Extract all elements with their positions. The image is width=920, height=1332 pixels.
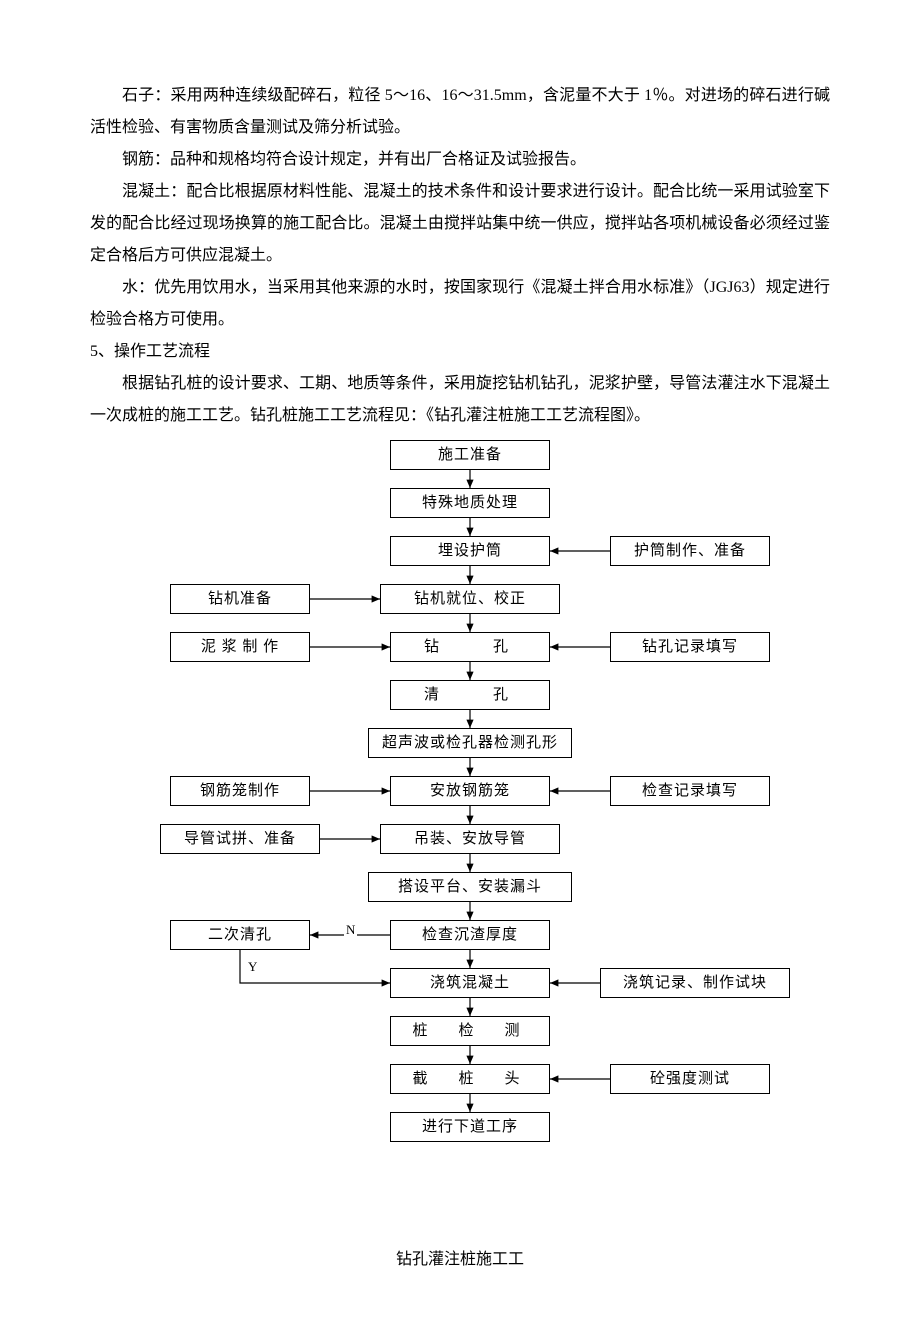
flow-node-n8l: 钢筋笼制作 bbox=[170, 776, 310, 806]
flow-node-n11: 检查沉渣厚度 bbox=[390, 920, 550, 950]
flow-node-n15: 进行下道工序 bbox=[390, 1112, 550, 1142]
flow-node-n9l: 导管试拼、准备 bbox=[160, 824, 320, 854]
flow-node-n12: 浇筑混凝土 bbox=[390, 968, 550, 998]
paragraph-water: 水：优先用饮用水，当采用其他来源的水时，按国家现行《混凝土拌合用水标准》（JGJ… bbox=[90, 272, 830, 336]
flowchart-caption: 钻孔灌注桩施工工 bbox=[90, 1244, 830, 1276]
flow-node-n7: 超声波或检孔器检测孔形 bbox=[368, 728, 572, 758]
edge-label: Y bbox=[246, 954, 259, 980]
flow-node-n1: 施工准备 bbox=[390, 440, 550, 470]
flow-node-n5r: 钻孔记录填写 bbox=[610, 632, 770, 662]
flow-node-n13: 桩 检 测 bbox=[390, 1016, 550, 1046]
section-heading: 5、操作工艺流程 bbox=[90, 336, 830, 368]
paragraph-rebar: 钢筋：品种和规格均符合设计规定，并有出厂合格证及试验报告。 bbox=[90, 144, 830, 176]
paragraph-concrete: 混凝土：配合比根据原材料性能、混凝土的技术条件和设计要求进行设计。配合比统一采用… bbox=[90, 176, 830, 272]
flowchart: 施工准备特殊地质处理埋设护筒 护筒制作、准备钻机就位、校正 钻机准备钻 孔 泥 浆 制… bbox=[90, 440, 830, 1220]
flow-node-n10: 搭设平台、安装漏斗 bbox=[368, 872, 572, 902]
flow-node-n14: 截 桩 头 bbox=[390, 1064, 550, 1094]
flow-node-n4l: 钻机准备 bbox=[170, 584, 310, 614]
flow-node-n9: 吊装、安放导管 bbox=[380, 824, 560, 854]
flow-node-n3r: 护筒制作、准备 bbox=[610, 536, 770, 566]
flow-node-n11l: 二次清孔 bbox=[170, 920, 310, 950]
flow-node-n5l: 泥 浆 制 作 bbox=[170, 632, 310, 662]
flow-node-n12r: 浇筑记录、制作试块 bbox=[600, 968, 790, 998]
flow-node-n6: 清 孔 bbox=[390, 680, 550, 710]
flow-node-n8r: 检查记录填写 bbox=[610, 776, 770, 806]
flow-node-n14r: 砼强度测试 bbox=[610, 1064, 770, 1094]
flow-node-n3: 埋设护筒 bbox=[390, 536, 550, 566]
edge-label: N bbox=[344, 917, 357, 943]
flow-node-n4: 钻机就位、校正 bbox=[380, 584, 560, 614]
flow-node-n5: 钻 孔 bbox=[390, 632, 550, 662]
paragraph-stone: 石子：采用两种连续级配碎石，粒径 5～16、16～31.5mm，含泥量不大于 1… bbox=[90, 80, 830, 144]
flow-node-n2: 特殊地质处理 bbox=[390, 488, 550, 518]
paragraph-process: 根据钻孔桩的设计要求、工期、地质等条件，采用旋挖钻机钻孔，泥浆护壁，导管法灌注水… bbox=[90, 368, 830, 432]
flow-node-n8: 安放钢筋笼 bbox=[390, 776, 550, 806]
